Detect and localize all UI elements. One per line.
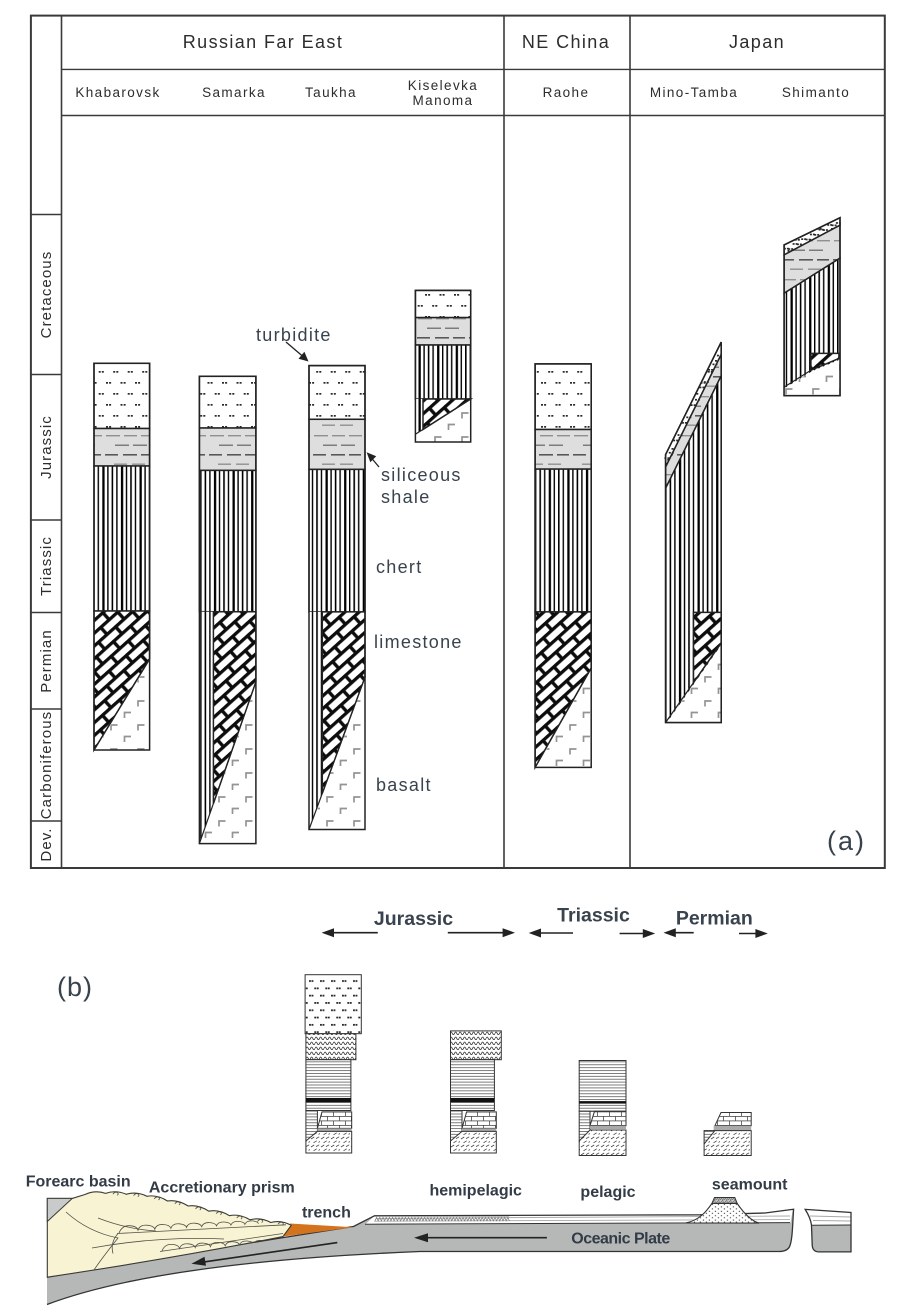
svg-text:Forearc basin: Forearc basin <box>26 1174 131 1191</box>
svg-text:hemipelagic: hemipelagic <box>429 1183 522 1200</box>
svg-text:Khabarovsk: Khabarovsk <box>75 85 160 100</box>
svg-text:Manoma: Manoma <box>413 93 474 108</box>
svg-text:Triassic: Triassic <box>38 536 55 596</box>
svg-text:turbidite: turbidite <box>256 325 332 345</box>
svg-text:(a): (a) <box>827 826 866 856</box>
svg-text:Jurassic: Jurassic <box>374 908 453 930</box>
svg-text:Kiselevka: Kiselevka <box>408 78 478 93</box>
svg-text:Taukha: Taukha <box>305 85 357 100</box>
svg-text:Dev.: Dev. <box>38 827 55 861</box>
svg-text:Cretaceous: Cretaceous <box>38 251 55 339</box>
svg-text:chert: chert <box>376 557 423 577</box>
svg-text:siliceous: siliceous <box>381 465 462 485</box>
svg-text:Jurassic: Jurassic <box>38 415 55 479</box>
svg-text:basalt: basalt <box>376 775 432 795</box>
svg-text:Samarka: Samarka <box>202 85 266 100</box>
svg-text:NE China: NE China <box>522 32 610 52</box>
svg-text:seamount: seamount <box>712 1177 788 1194</box>
svg-text:Permian: Permian <box>676 908 753 930</box>
svg-text:(b): (b) <box>57 972 93 1002</box>
svg-text:Accretionary prism: Accretionary prism <box>149 1180 295 1197</box>
svg-text:Triassic: Triassic <box>557 905 630 927</box>
svg-text:Raohe: Raohe <box>543 85 590 100</box>
svg-text:Mino-Tamba: Mino-Tamba <box>650 85 738 100</box>
svg-text:Russian Far East: Russian Far East <box>183 32 343 52</box>
svg-text:Permian: Permian <box>38 629 55 693</box>
svg-text:Carboniferous: Carboniferous <box>38 711 55 820</box>
svg-text:trench: trench <box>302 1205 351 1222</box>
svg-text:pelagic: pelagic <box>580 1184 635 1201</box>
svg-text:Oceanic Plate: Oceanic Plate <box>571 1231 670 1248</box>
svg-text:limestone: limestone <box>374 632 463 652</box>
svg-text:Japan: Japan <box>729 32 785 52</box>
svg-text:Shimanto: Shimanto <box>782 85 850 100</box>
svg-text:shale: shale <box>381 487 431 507</box>
